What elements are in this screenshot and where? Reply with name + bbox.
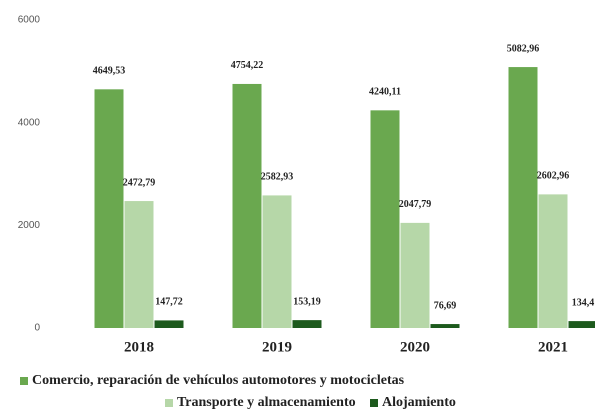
data-label: 4649,53 xyxy=(93,66,126,77)
data-label: 4240,11 xyxy=(369,87,401,98)
legend-marker xyxy=(20,377,28,385)
data-label: 134,4 xyxy=(572,297,595,308)
data-label: 2472,79 xyxy=(123,177,156,188)
bar xyxy=(400,222,430,328)
bar xyxy=(262,195,292,328)
bar xyxy=(568,321,595,328)
y-tick-label: 6000 xyxy=(18,15,41,26)
legend-marker xyxy=(165,399,173,407)
bar xyxy=(508,67,538,329)
y-tick-label: 0 xyxy=(34,323,40,334)
x-tick-label: 2020 xyxy=(400,339,430,355)
data-label: 147,72 xyxy=(155,297,183,308)
y-tick-label: 2000 xyxy=(18,220,41,231)
bar xyxy=(154,320,184,328)
data-label: 5082,96 xyxy=(507,43,540,54)
legend-label: Transporte y almacenamiento xyxy=(177,395,356,409)
bar xyxy=(124,201,154,328)
bar xyxy=(232,83,262,328)
data-label: 2602,96 xyxy=(537,171,570,182)
bar xyxy=(430,324,460,328)
x-tick-label: 2021 xyxy=(538,339,568,355)
x-tick-label: 2019 xyxy=(262,339,292,355)
data-label: 76,69 xyxy=(434,300,457,311)
legend-marker xyxy=(370,399,378,407)
bar xyxy=(370,110,400,328)
y-tick-label: 4000 xyxy=(18,117,41,128)
legend-label: Alojamiento xyxy=(382,395,456,409)
x-tick-label: 2018 xyxy=(124,339,154,355)
bar xyxy=(292,320,322,328)
data-label: 153,19 xyxy=(293,296,321,307)
data-label: 2582,93 xyxy=(261,172,294,183)
data-label: 4754,22 xyxy=(231,60,264,71)
bar xyxy=(94,89,124,328)
legend-label: Comercio, reparación de vehículos automo… xyxy=(32,373,405,388)
bar xyxy=(538,194,568,328)
data-label: 2047,79 xyxy=(399,199,432,210)
